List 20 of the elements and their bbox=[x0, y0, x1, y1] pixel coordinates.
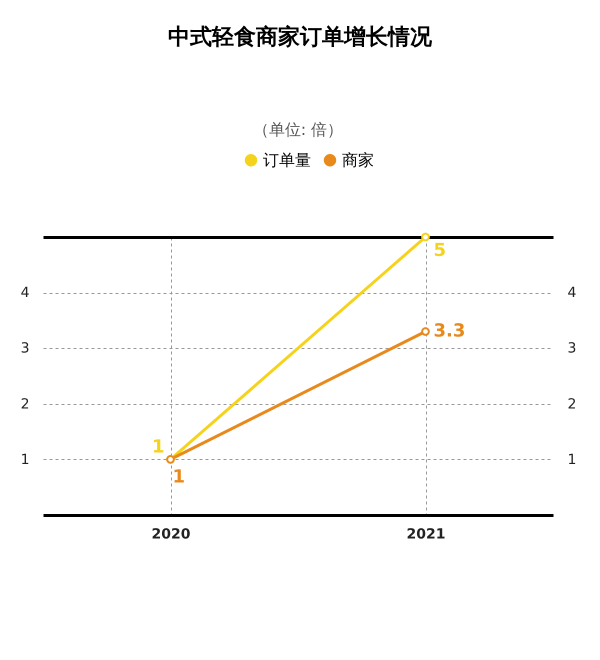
data-label: 1 bbox=[172, 466, 186, 488]
point bbox=[421, 327, 430, 336]
y2-tick-label: 3 bbox=[568, 340, 576, 357]
point bbox=[421, 232, 430, 242]
legend-label: 订单量 bbox=[263, 150, 311, 170]
y-tick-label: 2 bbox=[20, 396, 30, 412]
y-tick-label: 3 bbox=[20, 340, 30, 357]
chart-subtitle: （单位: 倍） bbox=[252, 120, 344, 139]
data-label: 3.3 bbox=[434, 320, 466, 342]
y2-tick-label: 1 bbox=[568, 452, 576, 468]
y-tick-label: 1 bbox=[20, 452, 30, 468]
y2-tick-label: 2 bbox=[568, 396, 576, 412]
legend-label: 商家 bbox=[342, 150, 374, 170]
y-tick-label: 4 bbox=[20, 285, 30, 302]
x-tick-label: 2020 bbox=[152, 526, 191, 542]
y2-tick-label: 4 bbox=[568, 285, 576, 302]
chart-title: 中式轻食商家订单增长情况 bbox=[167, 24, 433, 52]
data-label: 1 bbox=[152, 436, 164, 458]
x-tick-label: 2021 bbox=[406, 526, 446, 542]
data-label: 5 bbox=[434, 240, 446, 261]
